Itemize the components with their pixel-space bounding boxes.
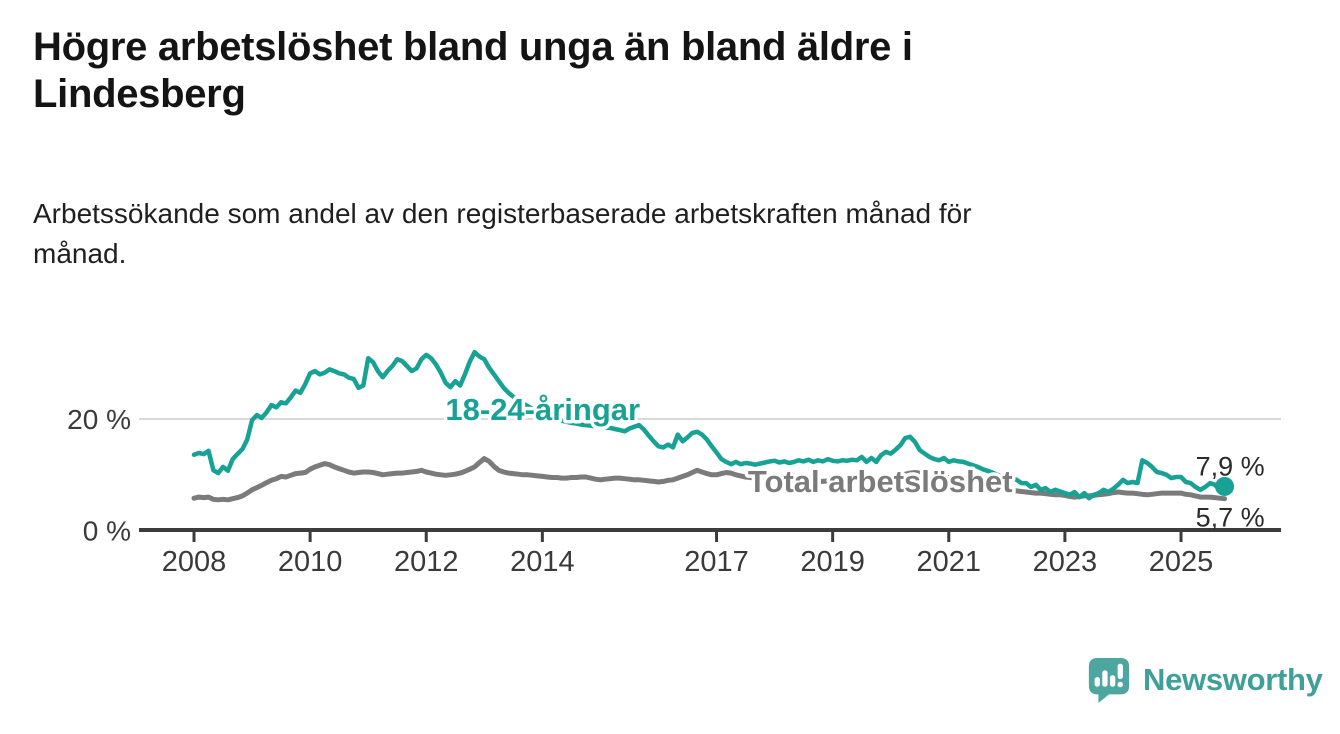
series-lines: [191, 349, 1228, 503]
logo-bar-1: [1094, 677, 1100, 687]
chart-subtitle: Arbetssökande som andel av den registerb…: [33, 194, 972, 274]
y-tick-label: 20 %: [67, 404, 131, 435]
chart-subtitle-line2: månad.: [33, 238, 127, 269]
newsworthy-brand: Newsworthy: [1086, 655, 1323, 705]
x-tick-label: 2021: [917, 546, 982, 578]
page-title-line1: Högre arbetslöshet bland unga än bland ä…: [33, 25, 913, 69]
x-tick-label: 2019: [800, 546, 865, 578]
series-end-value-total: 5,7 %: [1196, 503, 1265, 533]
logo-bar-3: [1109, 675, 1116, 687]
newsworthy-logo-icon: [1088, 657, 1130, 703]
x-axis: 2008 2010 2012 2014 2017 2019 2021 2023 2025: [139, 528, 1281, 578]
chart-subtitle-line1: Arbetssökande som andel av den registerb…: [33, 198, 972, 229]
x-tick-label: 2023: [1033, 546, 1098, 578]
x-tick-label: 2025: [1149, 546, 1214, 578]
logo-exclamation-dot: [1117, 681, 1123, 688]
page-title: Högre arbetslöshet bland unga än bland ä…: [33, 24, 913, 118]
x-tick-label: 2012: [394, 546, 459, 578]
x-tick-label: 2010: [278, 546, 343, 578]
series-line-total: [191, 456, 1228, 503]
series-label-total: Total arbetslöshet: [748, 464, 1013, 499]
series-label-youth: 18-24-åringar: [445, 392, 640, 427]
brand-name: Newsworthy: [1143, 662, 1323, 697]
x-tick-label: 2014: [510, 546, 575, 578]
x-tick-label: 2008: [162, 546, 227, 578]
page-title-line2: Lindesberg: [33, 72, 246, 116]
x-tick-label: 2017: [684, 546, 749, 578]
series-annotations: 18-24-åringar 7,9 % Total arbetslöshet 5,7 …: [442, 389, 1265, 533]
y-tick-label: 0 %: [83, 516, 131, 547]
y-axis-labels: 0 % 20 %: [67, 404, 131, 547]
series-end-value-youth: 7,9 %: [1196, 451, 1265, 481]
logo-exclamation-bar: [1117, 663, 1123, 680]
logo-bar-2: [1102, 670, 1108, 687]
series-end-dot-youth: [1215, 476, 1235, 496]
series-line-youth: [191, 349, 1227, 501]
